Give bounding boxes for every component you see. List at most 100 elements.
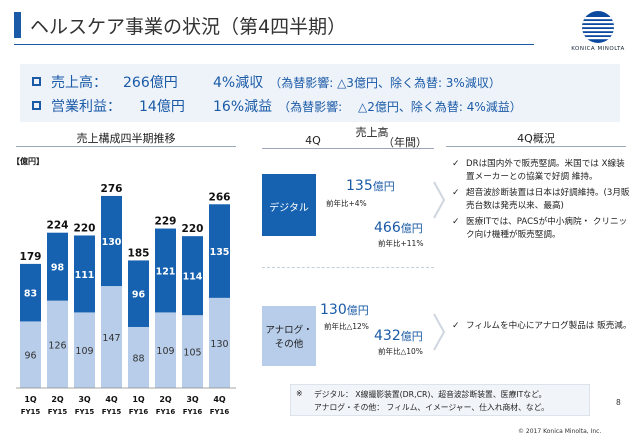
op-income-value: 14億円 <box>139 99 185 115</box>
analog-bar-segment <box>101 286 122 388</box>
footnote-line-1: デジタル： X線撮影装置(DR,CR)、超音波診断装置、医療ITなど。 <box>314 390 547 399</box>
chart-svg: 96 83 179 1Q FY15 126 98 224 2Q FY15 109 111 220 3Q FY… <box>16 183 236 416</box>
analog-overview-item: フィルムを中心にアナログ製品は 販売減。 <box>448 320 632 333</box>
digital-q4-value: 135億円 <box>346 178 395 194</box>
chart-header-rule <box>16 146 236 147</box>
bar-value-label: 135 <box>210 247 230 258</box>
bar-value-label: 109 <box>156 346 174 357</box>
analog-q4-unit: 億円 <box>346 304 369 317</box>
bar-value-label: 126 <box>48 340 66 351</box>
konica-minolta-logo-icon <box>566 6 630 50</box>
overview-header-rule <box>446 146 626 147</box>
digital-q4-unit: 億円 <box>372 180 395 193</box>
digital-q4-yoy: 前年比+4% <box>326 199 367 208</box>
analog-bar-segment <box>20 321 41 388</box>
analog-annual-yoy: 前年比△10% <box>378 347 423 356</box>
bar-value-label: 114 <box>183 272 203 283</box>
analog-bar-segment <box>209 297 230 388</box>
sales-note: （為替影響: △3億円、除く為替: 3%減収） <box>269 76 501 90</box>
footnote-line-2: アナログ・その他： フィルム、イメージャー、仕入れ商材、など。 <box>314 403 549 412</box>
op-income-label: 営業利益： <box>51 99 121 115</box>
sales-label: 売上高： <box>51 75 107 91</box>
x-tick-label-quarter: 3Q <box>186 395 199 404</box>
analog-bar-segment <box>128 326 149 388</box>
sales-4q-header: 4Q <box>305 134 321 147</box>
x-tick-label-year: FY15 <box>48 408 68 416</box>
summary-panel <box>20 64 620 122</box>
x-tick-label-quarter: 2Q <box>159 395 172 404</box>
title-accent-bar <box>14 12 21 38</box>
chart-unit-label: 【億円】 <box>12 157 44 166</box>
sales-header: 売上高 <box>355 126 389 139</box>
op-income-change: 16%減益 <box>213 99 273 115</box>
digital-overview-item: DRは国内外で販売堅調。米国では X線装置メーカーとの協業で好調 維持。 <box>448 158 632 183</box>
x-tick-label-year: FY15 <box>75 408 95 416</box>
bar-value-label: 130 <box>210 339 228 350</box>
bar-value-label: 109 <box>75 346 93 357</box>
digital-bar-segment <box>209 204 230 298</box>
bar-total-label: 220 <box>74 222 96 234</box>
analog-segment-label-2: その他 <box>274 339 304 350</box>
analog-q4-number: 130 <box>320 302 347 318</box>
analog-chevron-icon <box>433 313 446 351</box>
digital-bar-segment <box>128 260 149 327</box>
digital-overview-list: DRは国内外で販売堅調。米国では X線装置メーカーとの協業で好調 維持。 超音波… <box>448 158 632 245</box>
digital-segment-box: デジタル <box>262 174 316 236</box>
x-tick-label-year: FY15 <box>21 408 41 416</box>
bar-total-label: 266 <box>209 191 231 203</box>
x-tick-label-year: FY16 <box>156 408 176 416</box>
sales-header-rule <box>262 148 434 149</box>
bar-value-label: 83 <box>24 289 37 300</box>
bar-value-label: 98 <box>51 263 65 274</box>
bar-total-label: 276 <box>101 183 123 195</box>
logo-wordmark: KONICA MINOLTA <box>571 46 625 52</box>
digital-q4-number: 135 <box>346 178 373 194</box>
overview-header: 4Q概況 <box>517 132 555 145</box>
bar-value-label: 96 <box>24 351 36 362</box>
analog-segment-box: アナログ・ その他 <box>262 306 316 366</box>
digital-bar-segment <box>47 232 68 301</box>
digital-annual-unit: 億円 <box>400 222 423 235</box>
page-title: ヘルスケア事業の状況（第4四半期） <box>30 16 347 38</box>
digital-row-border <box>262 152 434 268</box>
x-tick-label-year: FY16 <box>210 408 230 416</box>
quarterly-sales-chart: 【億円】 96 83 179 1Q FY15 126 98 224 2Q FY15 109 111 22… <box>6 140 236 425</box>
sales-value: 266億円 <box>123 75 178 91</box>
digital-annual-number: 466 <box>374 220 401 236</box>
bar-total-label: 185 <box>128 247 150 259</box>
digital-segment-label: デジタル <box>269 203 309 214</box>
digital-bar-segment <box>101 195 122 287</box>
digital-bar-segment <box>20 263 41 322</box>
bar-total-label: 229 <box>155 216 177 228</box>
sales-change: 4%減収 <box>213 75 264 91</box>
x-tick-label-quarter: 4Q <box>105 395 118 404</box>
analog-segment-label-1: アナログ・ <box>265 325 313 336</box>
square-bullet-icon <box>32 101 41 110</box>
x-tick-label-year: FY16 <box>183 408 203 416</box>
summary-sales-line: 売上高： 266億円 4%減収 （為替影響: △3億円、除く為替: 3%減収） <box>32 72 507 92</box>
bar-total-label: 179 <box>20 251 42 263</box>
digital-overview-item: 医療ITでは、PACSが中小病院・ クリニック向け機種が販売堅調。 <box>448 216 632 241</box>
analog-overview-list: フィルムを中心にアナログ製品は 販売減。 <box>448 320 632 337</box>
digital-chevron-icon <box>433 181 446 219</box>
x-tick-label-quarter: 3Q <box>78 395 91 404</box>
x-tick-label-year: FY16 <box>129 408 149 416</box>
op-income-note: （為替影響: △2億円、除く為替: 4%減益） <box>278 100 522 114</box>
bar-value-label: 130 <box>102 237 122 248</box>
x-tick-label-year: FY15 <box>102 408 122 416</box>
bar-value-label: 121 <box>156 266 176 277</box>
bar-value-label: 147 <box>102 333 120 344</box>
analog-annual-unit: 億円 <box>400 330 423 343</box>
bar-value-label: 105 <box>183 348 201 359</box>
digital-bar-segment <box>74 235 95 313</box>
sales-year-header: （年間） <box>383 136 427 149</box>
analog-bar-segment <box>74 312 95 388</box>
x-tick-label-quarter: 1Q <box>24 395 37 404</box>
chart-header: 売上構成四半期推移 <box>76 132 176 145</box>
analog-annual-value: 432億円 <box>374 328 423 344</box>
bar-value-label: 88 <box>132 353 144 364</box>
bar-value-label: 111 <box>75 270 95 281</box>
summary-op-income-line: 営業利益： 14億円 16%減益 （為替影響: △2億円、除く為替: 4%減益） <box>32 96 528 116</box>
digital-annual-value: 466億円 <box>374 220 423 236</box>
footnote-mark: ※ <box>296 389 303 398</box>
